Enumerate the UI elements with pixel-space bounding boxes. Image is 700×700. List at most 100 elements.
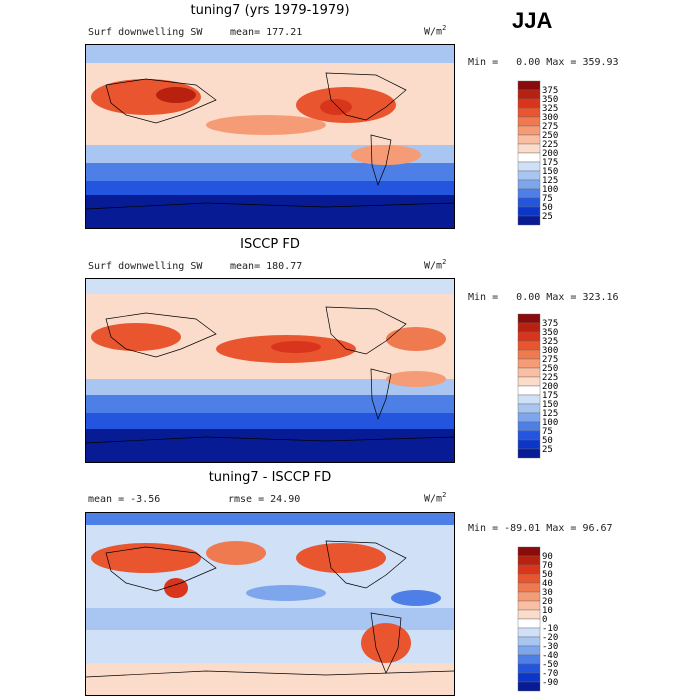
panel-1-colorbar: 375 350 325 300 275 250 225 200 175 150 125 100 75 50… [517,80,578,226]
panel-3-colorbar: 90 70 50 40 30 20 10 0 -10 -20 -30 -40 -50 -70 -90 [517,546,578,692]
colorbar-swatch [517,439,541,450]
season-label: JJA [512,8,553,33]
colorbar-tick-label: -20 [542,633,558,643]
colorbar-swatch [517,116,541,127]
colorbar-swatch [517,636,541,647]
panel-3-mean-label: mean = -3.56 [88,494,161,505]
colorbar-swatch [517,448,541,459]
colorbar-tick-label: 125 [542,176,558,186]
panel-1-variable-label: Surf downwelling SW [88,27,203,38]
colorbar-swatch [517,107,541,118]
colorbar-tick-label: 30 [542,588,553,598]
colorbar-swatch [517,385,541,396]
colorbar-swatch [517,564,541,575]
colorbar-tick-label: 175 [542,391,558,401]
colorbar-tick-label: -40 [542,651,558,661]
colorbar-tick-label: 150 [542,167,558,177]
colorbar-swatch [517,358,541,369]
colorbar-tick-label: 10 [542,606,553,616]
colorbar-swatch [517,143,541,154]
colorbar-swatch [517,627,541,638]
colorbar-swatch [517,645,541,656]
panel-3-map [85,512,455,696]
panel-2-colorbar: 375 350 325 300 275 250 225 200 175 150 125 100 75 50… [517,313,578,459]
colorbar-tick-label: 75 [542,194,553,204]
colorbar-tick-label: 275 [542,122,558,132]
colorbar-swatch [517,170,541,181]
colorbar-swatch [517,618,541,629]
colorbar-tick-label: 200 [542,149,558,159]
colorbar-swatch [517,152,541,163]
panel-1-mean-label: mean= 177.21 [230,27,303,38]
colorbar-swatch [517,215,541,226]
colorbar-swatch [517,573,541,584]
colorbar-tick-label: 250 [542,364,558,374]
colorbar-swatch [517,98,541,109]
colorbar-tick-label: 350 [542,328,558,338]
colorbar-tick-label: -10 [542,624,558,634]
panel-1-field [86,45,454,228]
colorbar-swatch [517,672,541,683]
colorbar-tick-label: 325 [542,104,558,114]
colorbar-swatch [517,681,541,692]
panel-2-map [85,278,455,463]
panel-1-minmax: Min = 0.00 Max = 359.93 [468,57,619,68]
colorbar-swatch [517,206,541,217]
colorbar-tick-label: 300 [542,346,558,356]
colorbar-swatch [517,654,541,665]
colorbar-swatch [517,430,541,441]
colorbar-swatch [517,609,541,620]
colorbar-tick-label: 325 [542,337,558,347]
colorbar-tick-label: 40 [542,579,553,589]
colorbar-tick-label: 100 [542,185,558,195]
panel-1-map [85,44,455,229]
panel-2-minmax: Min = 0.00 Max = 323.16 [468,292,619,303]
colorbar-tick-label: 375 [542,319,558,329]
panel-1-colorbar-svg: 3753503253002752502252001751501251007550… [517,80,558,226]
colorbar-swatch [517,376,541,387]
colorbar-tick-label: 20 [542,597,553,607]
colorbar-swatch [517,134,541,145]
colorbar-swatch [517,582,541,593]
colorbar-swatch [517,403,541,414]
colorbar-swatch [517,179,541,190]
colorbar-swatch [517,349,541,360]
colorbar-tick-label: 50 [542,203,553,213]
colorbar-tick-label: 225 [542,373,558,383]
colorbar-swatch [517,188,541,199]
colorbar-tick-label: 125 [542,409,558,419]
colorbar-tick-label: 275 [542,355,558,365]
colorbar-swatch [517,421,541,432]
colorbar-swatch [517,555,541,566]
colorbar-swatch [517,313,541,324]
panel-2-colorbar-svg: 3753503253002752502252001751501251007550… [517,313,558,459]
colorbar-swatch [517,546,541,557]
colorbar-tick-label: -90 [542,678,558,688]
colorbar-swatch [517,197,541,208]
panel-3-rmse-label: rmse = 24.90 [228,494,301,505]
colorbar-swatch [517,591,541,602]
colorbar-tick-label: 90 [542,552,553,562]
colorbar-tick-label: 100 [542,418,558,428]
panel-1-units: W/m2 [424,24,447,38]
colorbar-tick-label: 175 [542,158,558,168]
panel-3-minmax: Min = -89.01 Max = 96.67 [468,523,613,534]
panel-3-title: tuning7 - ISCCP FD [208,470,332,485]
panel-2-title: ISCCP FD [240,237,300,252]
colorbar-swatch [517,412,541,423]
colorbar-tick-label: 300 [542,113,558,123]
colorbar-tick-label: -70 [542,669,558,679]
colorbar-swatch [517,600,541,611]
panel-3-units: W/m2 [424,491,447,505]
colorbar-swatch [517,331,541,342]
colorbar-tick-label: 25 [542,212,553,222]
colorbar-tick-label: 150 [542,400,558,410]
colorbar-swatch [517,394,541,405]
colorbar-swatch [517,161,541,172]
colorbar-swatch [517,663,541,674]
panel-2-variable-label: Surf downwelling SW [88,261,203,272]
panel-2-field [86,279,454,462]
panel-2-mean-label: mean= 180.77 [230,261,303,272]
colorbar-tick-label: -30 [542,642,558,652]
colorbar-swatch [517,367,541,378]
